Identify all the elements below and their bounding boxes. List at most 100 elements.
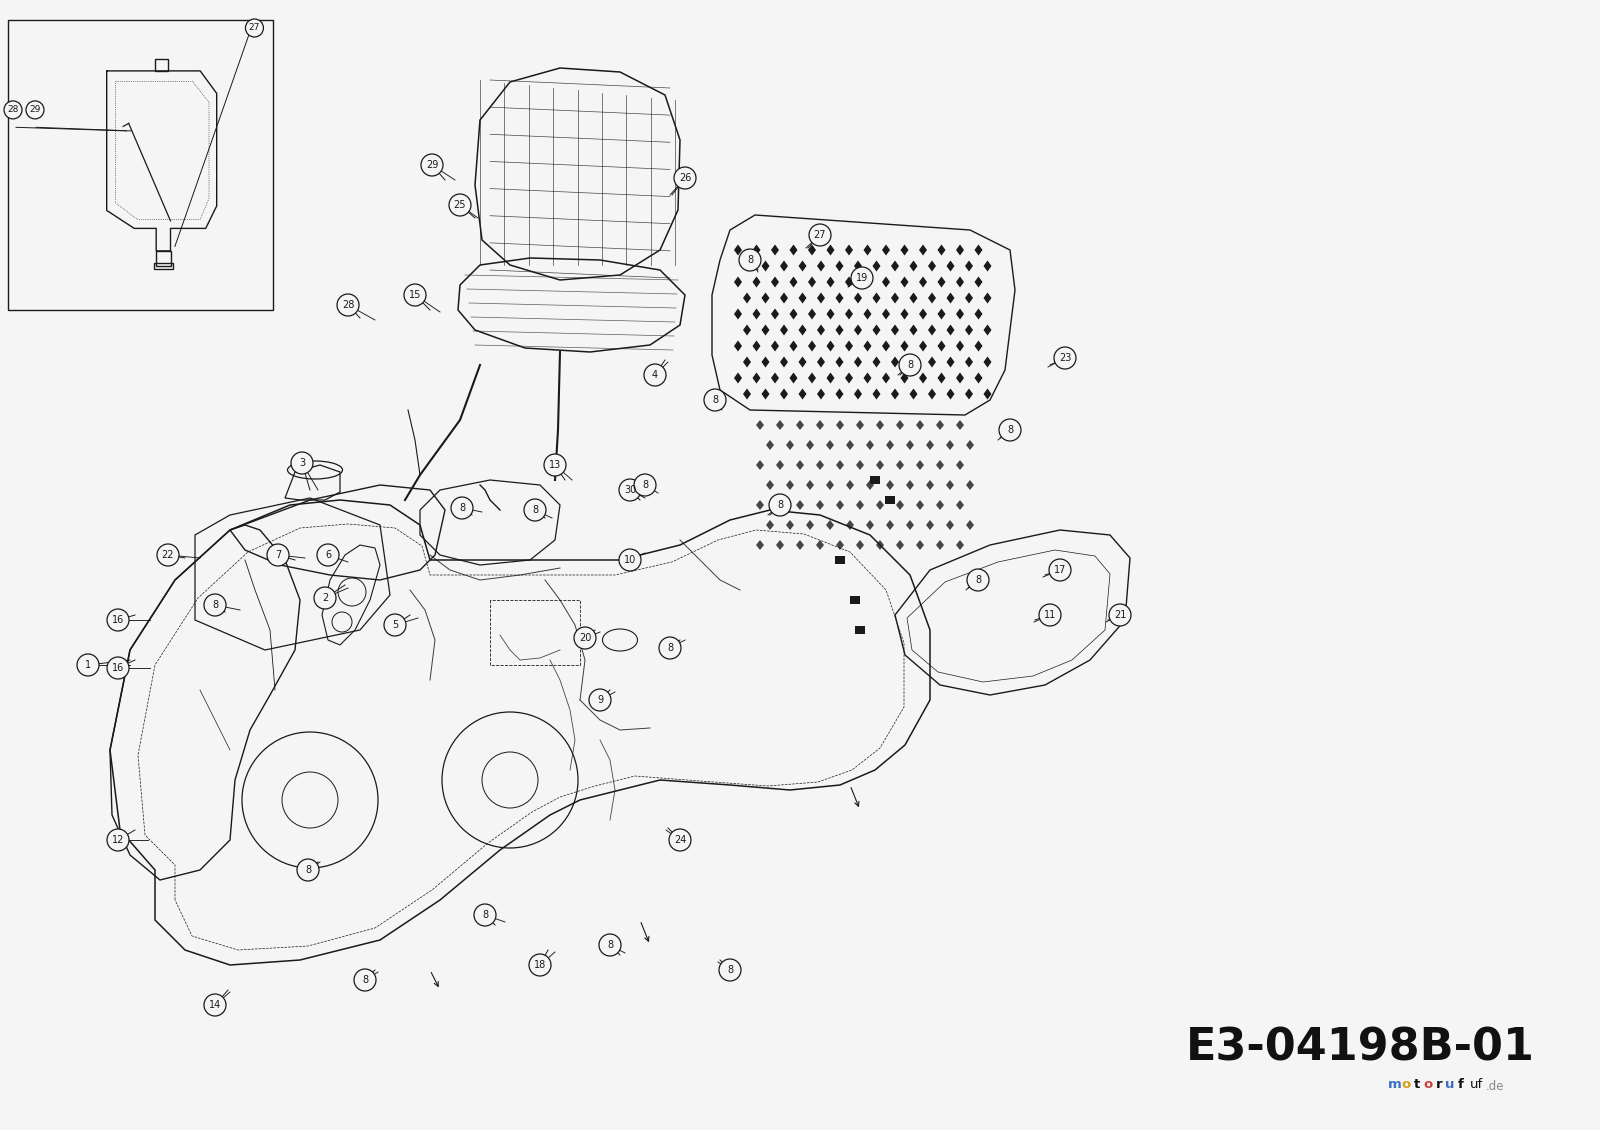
Polygon shape: [882, 244, 890, 255]
Text: 13: 13: [549, 460, 562, 470]
Polygon shape: [835, 420, 845, 431]
Polygon shape: [846, 440, 854, 450]
Bar: [154, 263, 173, 269]
Text: 8: 8: [1006, 425, 1013, 435]
Circle shape: [718, 959, 741, 981]
Text: 16: 16: [112, 615, 125, 625]
Polygon shape: [984, 293, 992, 304]
Polygon shape: [835, 499, 845, 510]
Polygon shape: [877, 499, 883, 510]
Text: 25: 25: [454, 200, 466, 210]
Polygon shape: [966, 440, 974, 450]
Polygon shape: [966, 480, 974, 490]
Text: 17: 17: [1054, 565, 1066, 575]
Polygon shape: [957, 340, 963, 351]
Circle shape: [810, 224, 830, 246]
Polygon shape: [936, 540, 944, 550]
Polygon shape: [938, 373, 946, 383]
Polygon shape: [882, 277, 890, 287]
Polygon shape: [957, 308, 963, 320]
Polygon shape: [938, 308, 946, 320]
Polygon shape: [926, 520, 934, 530]
Polygon shape: [926, 440, 934, 450]
Circle shape: [1109, 605, 1131, 626]
Polygon shape: [864, 244, 872, 255]
Polygon shape: [818, 261, 826, 271]
Polygon shape: [936, 499, 944, 510]
Polygon shape: [826, 440, 834, 450]
Polygon shape: [928, 389, 936, 400]
Circle shape: [1038, 605, 1061, 626]
Polygon shape: [966, 520, 974, 530]
Circle shape: [403, 284, 426, 306]
Polygon shape: [827, 244, 835, 255]
Circle shape: [899, 354, 922, 376]
Polygon shape: [757, 499, 765, 510]
Polygon shape: [901, 340, 909, 351]
Polygon shape: [776, 420, 784, 431]
Circle shape: [157, 544, 179, 566]
Polygon shape: [808, 244, 816, 255]
Polygon shape: [806, 520, 814, 530]
Polygon shape: [752, 308, 760, 320]
Polygon shape: [901, 308, 909, 320]
Polygon shape: [854, 261, 862, 271]
Polygon shape: [974, 340, 982, 351]
Text: 26: 26: [678, 173, 691, 183]
Polygon shape: [906, 520, 914, 530]
Circle shape: [634, 473, 656, 496]
Polygon shape: [901, 277, 909, 287]
Circle shape: [619, 549, 642, 571]
Polygon shape: [734, 244, 742, 255]
Polygon shape: [742, 324, 750, 336]
Polygon shape: [974, 244, 982, 255]
Polygon shape: [856, 540, 864, 550]
Polygon shape: [918, 373, 926, 383]
Polygon shape: [915, 499, 925, 510]
Polygon shape: [808, 308, 816, 320]
Text: 3: 3: [299, 458, 306, 468]
Text: 21: 21: [1114, 610, 1126, 620]
Polygon shape: [891, 356, 899, 367]
Polygon shape: [918, 277, 926, 287]
Polygon shape: [965, 324, 973, 336]
Text: 8: 8: [778, 499, 782, 510]
Polygon shape: [957, 373, 963, 383]
Polygon shape: [845, 308, 853, 320]
Circle shape: [450, 194, 470, 216]
Text: 7: 7: [275, 550, 282, 560]
Text: 5: 5: [392, 620, 398, 631]
Text: t: t: [1414, 1078, 1421, 1092]
Polygon shape: [872, 293, 880, 304]
Polygon shape: [789, 244, 797, 255]
Polygon shape: [915, 460, 925, 470]
Polygon shape: [906, 440, 914, 450]
Polygon shape: [835, 356, 843, 367]
Polygon shape: [818, 324, 826, 336]
Polygon shape: [827, 373, 835, 383]
Polygon shape: [938, 277, 946, 287]
Polygon shape: [856, 460, 864, 470]
Polygon shape: [901, 373, 909, 383]
Polygon shape: [866, 440, 874, 450]
Polygon shape: [806, 440, 814, 450]
Text: o: o: [1402, 1078, 1411, 1092]
Polygon shape: [886, 520, 894, 530]
Text: 16: 16: [112, 663, 125, 673]
Polygon shape: [816, 420, 824, 431]
Polygon shape: [984, 389, 992, 400]
Polygon shape: [789, 308, 797, 320]
Polygon shape: [808, 373, 816, 383]
Bar: [870, 476, 880, 484]
Polygon shape: [798, 293, 806, 304]
Text: 28: 28: [342, 299, 354, 310]
Polygon shape: [752, 277, 760, 287]
Polygon shape: [957, 460, 963, 470]
Circle shape: [338, 294, 358, 316]
Polygon shape: [864, 277, 872, 287]
Polygon shape: [835, 389, 843, 400]
Polygon shape: [872, 356, 880, 367]
Polygon shape: [984, 324, 992, 336]
Text: m: m: [1389, 1078, 1402, 1092]
Polygon shape: [806, 480, 814, 490]
